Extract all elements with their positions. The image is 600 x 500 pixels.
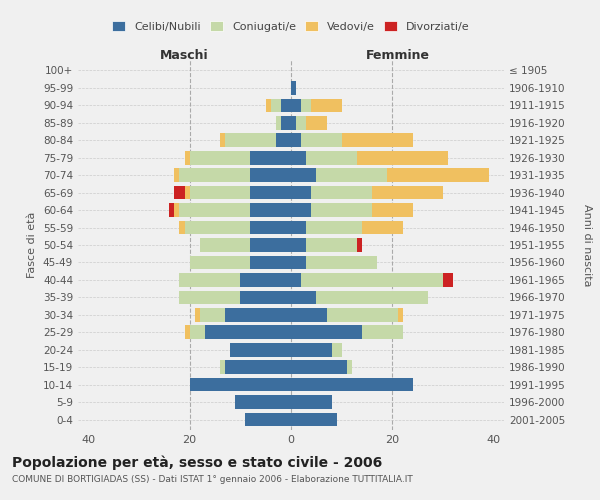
Bar xyxy=(179,204,250,217)
Bar xyxy=(291,326,362,339)
Bar xyxy=(347,360,352,374)
Bar xyxy=(179,273,240,286)
Bar xyxy=(169,204,175,217)
Bar xyxy=(301,273,443,286)
Bar xyxy=(388,168,489,182)
Bar xyxy=(179,290,240,304)
Bar xyxy=(225,308,291,322)
Bar xyxy=(362,220,403,234)
Bar xyxy=(250,151,291,164)
Bar xyxy=(190,256,250,270)
Bar xyxy=(190,326,205,339)
Bar xyxy=(306,151,357,164)
Bar xyxy=(291,378,413,392)
Bar xyxy=(291,412,337,426)
Bar xyxy=(250,238,291,252)
Bar xyxy=(185,151,190,164)
Bar xyxy=(357,151,448,164)
Bar xyxy=(342,134,413,147)
Bar xyxy=(185,220,250,234)
Legend: Celibi/Nubili, Coniugati/e, Vedovi/e, Divorziati/e: Celibi/Nubili, Coniugati/e, Vedovi/e, Di… xyxy=(109,18,473,35)
Bar xyxy=(291,343,332,356)
Bar xyxy=(291,186,311,200)
Bar xyxy=(205,326,291,339)
Bar xyxy=(291,308,326,322)
Bar xyxy=(306,220,362,234)
Bar xyxy=(291,98,301,112)
Bar xyxy=(326,308,398,322)
Bar xyxy=(190,186,250,200)
Bar xyxy=(296,116,306,130)
Text: Femmine: Femmine xyxy=(365,48,430,62)
Bar xyxy=(220,360,225,374)
Bar xyxy=(240,273,291,286)
Bar xyxy=(235,396,291,409)
Bar xyxy=(291,396,332,409)
Bar xyxy=(372,204,413,217)
Bar xyxy=(276,134,291,147)
Bar xyxy=(398,308,403,322)
Bar xyxy=(175,204,179,217)
Bar xyxy=(200,238,250,252)
Bar xyxy=(291,116,296,130)
Bar xyxy=(276,116,281,130)
Bar xyxy=(362,326,403,339)
Bar xyxy=(250,220,291,234)
Y-axis label: Fasce di età: Fasce di età xyxy=(28,212,37,278)
Bar xyxy=(245,412,291,426)
Bar xyxy=(271,98,281,112)
Bar xyxy=(311,98,342,112)
Bar xyxy=(443,273,453,286)
Bar xyxy=(291,168,316,182)
Bar xyxy=(357,238,362,252)
Bar xyxy=(185,326,190,339)
Bar xyxy=(291,204,311,217)
Bar xyxy=(306,256,377,270)
Bar xyxy=(179,220,185,234)
Bar xyxy=(225,360,291,374)
Bar xyxy=(332,343,342,356)
Bar xyxy=(225,134,276,147)
Bar xyxy=(291,220,306,234)
Bar xyxy=(281,98,291,112)
Bar xyxy=(250,186,291,200)
Bar xyxy=(266,98,271,112)
Bar xyxy=(301,98,311,112)
Bar xyxy=(291,134,301,147)
Bar xyxy=(316,168,388,182)
Bar xyxy=(311,204,372,217)
Bar xyxy=(190,378,291,392)
Y-axis label: Anni di nascita: Anni di nascita xyxy=(582,204,592,286)
Bar xyxy=(311,186,372,200)
Bar xyxy=(185,186,190,200)
Bar xyxy=(281,116,291,130)
Bar xyxy=(316,290,428,304)
Bar xyxy=(175,186,185,200)
Bar xyxy=(291,151,306,164)
Bar xyxy=(301,134,342,147)
Bar xyxy=(220,134,225,147)
Bar xyxy=(291,360,347,374)
Bar xyxy=(291,290,316,304)
Text: Maschi: Maschi xyxy=(160,48,209,62)
Bar xyxy=(175,168,179,182)
Bar xyxy=(194,308,200,322)
Bar xyxy=(190,151,250,164)
Bar xyxy=(230,343,291,356)
Bar xyxy=(372,186,443,200)
Bar xyxy=(250,168,291,182)
Bar xyxy=(291,273,301,286)
Bar xyxy=(250,204,291,217)
Bar xyxy=(179,168,250,182)
Bar xyxy=(291,256,306,270)
Bar xyxy=(306,238,357,252)
Bar xyxy=(291,81,296,94)
Bar xyxy=(200,308,225,322)
Text: COMUNE DI BORTIGIADAS (SS) - Dati ISTAT 1° gennaio 2006 - Elaborazione TUTTITALI: COMUNE DI BORTIGIADAS (SS) - Dati ISTAT … xyxy=(12,475,413,484)
Bar xyxy=(250,256,291,270)
Bar xyxy=(291,238,306,252)
Bar xyxy=(306,116,326,130)
Bar xyxy=(240,290,291,304)
Text: Popolazione per età, sesso e stato civile - 2006: Popolazione per età, sesso e stato civil… xyxy=(12,455,382,469)
